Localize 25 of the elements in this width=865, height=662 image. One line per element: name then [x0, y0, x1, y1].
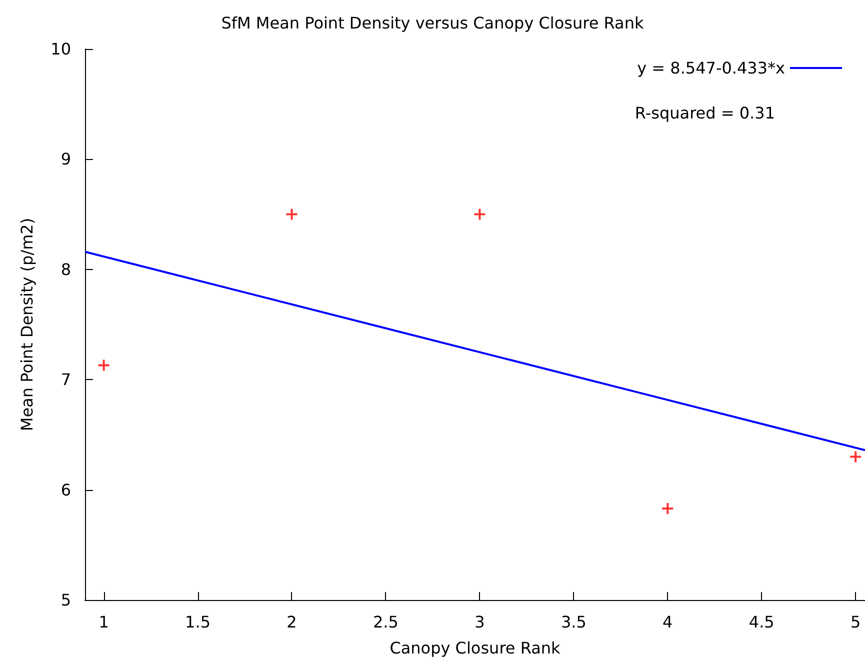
annotation: R-squared = 0.31	[634, 104, 775, 122]
x-tick-label: 5	[850, 612, 861, 632]
x-tick-label: 2.5	[372, 612, 398, 632]
x-tick-label: 1.5	[185, 612, 210, 632]
point	[849, 450, 862, 464]
y-tick-label: 6	[60, 480, 71, 500]
y-axis-title: Mean Point Density (p/m2)	[18, 218, 36, 432]
point	[285, 208, 298, 221]
point	[97, 358, 110, 372]
x-tick-label: 3	[474, 612, 485, 632]
chart-title: SfM Mean Point Density versus Canopy Closure Rank	[221, 14, 644, 32]
y-tick-label: 9	[60, 150, 71, 169]
x-tick-label: 3.5	[560, 612, 586, 632]
point	[661, 502, 674, 516]
legend-label: y = 8.547-0.433*x	[637, 58, 785, 78]
y-tick-label: 7	[60, 370, 71, 390]
y-tick-label: 5	[60, 590, 71, 610]
x-tick-label: 2	[286, 612, 297, 632]
y-tick-label: 8	[60, 260, 71, 279]
point	[473, 208, 486, 221]
x-tick-label: 4.5	[748, 612, 774, 632]
y-tick-label: 10	[50, 40, 71, 58]
x-axis-title: Canopy Closure Rank	[390, 638, 562, 658]
x-tick-label: 1	[98, 612, 109, 632]
x-tick-label: 4	[662, 612, 673, 632]
